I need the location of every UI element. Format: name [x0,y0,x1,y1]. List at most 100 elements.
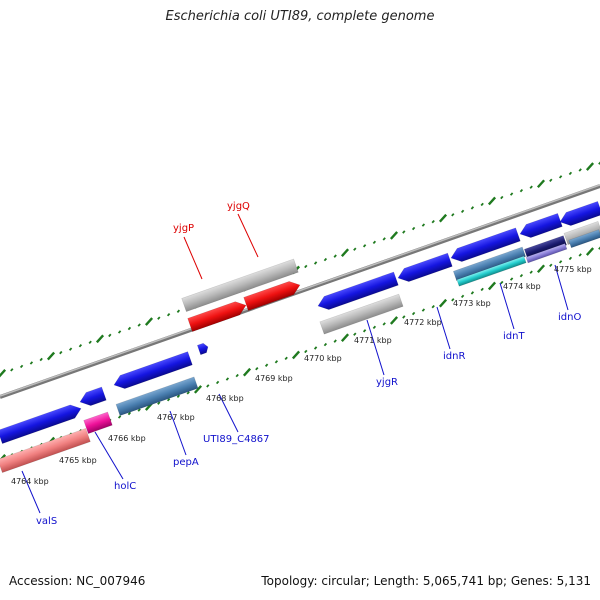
minor-tick [372,325,377,330]
genome-backbone [0,184,600,399]
minor-tick [578,168,582,172]
minor-tick [411,311,416,316]
minor-tick [470,206,475,210]
major-tick [389,316,399,325]
major-tick [340,248,350,257]
minor-tick [157,316,161,320]
scale-label: 4772 kbp [404,318,442,327]
major-tick [536,264,546,274]
minor-tick [313,261,318,265]
minor-tick [225,377,230,381]
minor-tick [323,257,328,262]
scale-label: 4771 kbp [354,336,392,345]
scale-label: 4769 kbp [255,374,293,383]
minor-tick [274,360,279,364]
major-tick [340,333,350,342]
minor-tick [480,202,484,207]
idnO-purple-feature-shape [525,243,568,264]
pepA-feature-shape [115,376,199,417]
minor-tick [500,280,504,285]
minor-tick [451,213,455,217]
minor-tick [382,237,386,241]
label-leader-lines [21,213,569,514]
minor-tick [255,366,259,371]
pepA-upstream-feature [113,351,193,389]
major-tick [144,317,154,326]
major-tick [487,196,497,206]
minor-tick [29,361,34,365]
minor-tick [382,322,386,326]
gene-label-yjgP: yjgP [173,223,194,234]
scale-label: 4774 kbp [503,282,541,291]
idnR-leader [436,306,451,350]
pepA-feature [115,376,199,417]
scale-label: 4775 kbp [554,265,592,274]
yjgR-feature [317,271,399,310]
idnO-feature-shape [519,212,563,238]
map-title: Escherichia coli UTI89, complete genome [165,9,435,24]
minor-tick [529,185,533,189]
idnT-leader [499,282,515,330]
minor-tick [19,364,24,369]
genome-summary-text: Topology: circular; Length: 5,065,741 bp… [261,574,591,588]
minor-tick [402,230,406,234]
minor-tick [480,287,484,292]
idnT-feature [450,227,521,262]
minor-tick [460,294,465,299]
minor-tick [215,380,220,385]
minor-tick [78,344,83,348]
yjgQ-feature-shape [181,258,299,312]
minor-tick [39,357,43,362]
small-marker-feature-shape [196,342,209,356]
minor-tick [529,270,533,274]
major-tick [291,350,301,360]
minor-tick [470,291,475,295]
idnR-feature [397,252,453,282]
minor-tick [558,260,563,264]
major-tick [585,247,595,256]
minor-tick [59,350,63,355]
minor-tick [127,326,132,331]
gene-label-idnR: idnR [443,351,465,362]
pepA-leader [169,410,187,456]
scale-label: 4770 kbp [304,354,342,363]
idnO-purple-feature [525,243,568,264]
minor-tick [372,240,377,245]
downstream-blue-feature [559,200,600,226]
pepA-upstream-feature-shape [113,351,193,389]
scale-label: 4767 kbp [157,413,195,422]
minor-tick [500,195,504,200]
minor-tick [304,264,308,269]
holC-leader [94,431,124,480]
idnO-navy-feature-shape [523,235,568,260]
minor-tick [333,339,337,343]
minor-tick [117,415,122,419]
scale-label: 4768 kbp [206,394,244,403]
minor-tick [568,256,573,261]
gene-label-pepA: pepA [173,457,199,468]
minor-tick [137,408,141,412]
yjgP-feature-a [187,301,247,332]
gene-label-idnO: idnO [558,312,581,323]
idnT-feature-shape [450,227,521,262]
minor-tick [402,315,406,319]
major-tick [536,179,546,189]
minor-tick [431,219,435,224]
minor-tick [157,401,161,405]
minor-tick [284,356,288,361]
yjgP-feature-b-shape [243,281,301,311]
valS-feature-shape [0,404,82,444]
minor-tick [519,188,524,193]
minor-tick [558,175,563,179]
UTI89_C4867-leader [218,393,239,433]
gene-label-idnT: idnT [503,331,525,342]
minor-tick [451,298,455,302]
holC-lower-feature-shape [83,411,113,434]
minor-tick [68,347,73,351]
gene-label-UTI89_C4867: UTI89_C4867 [203,434,270,445]
gene-features [0,200,600,473]
yjgR-feature-shape [317,271,399,310]
scale-label: 4764 kbp [11,477,49,486]
minor-tick [166,313,171,317]
holC-lower-feature [83,411,113,434]
